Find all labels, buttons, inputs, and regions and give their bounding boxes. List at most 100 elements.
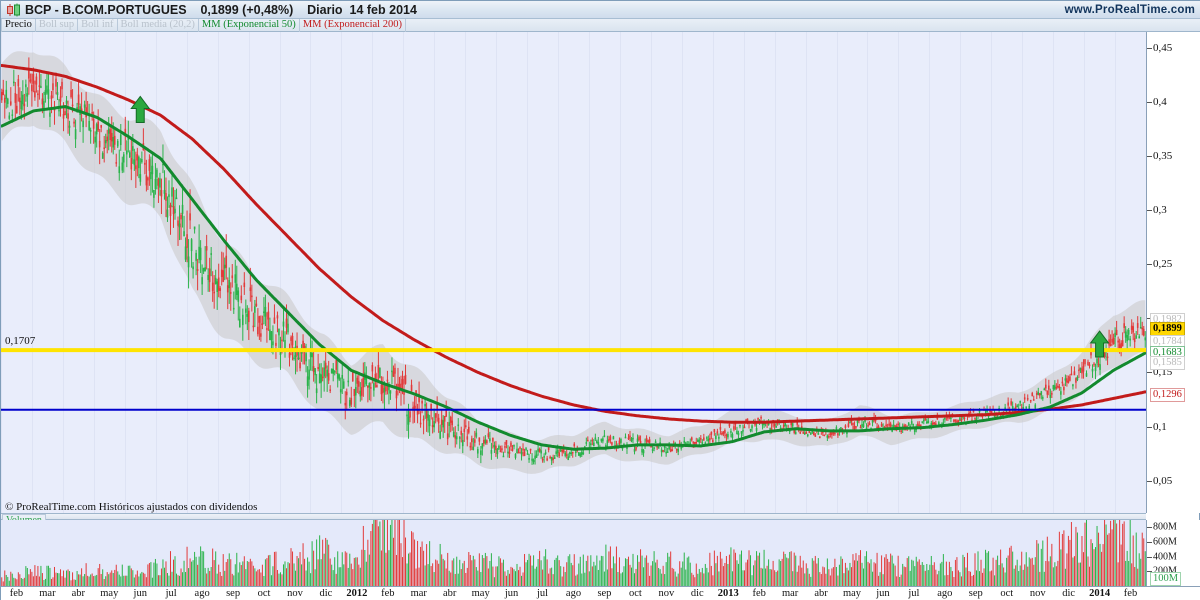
price-tick-mark [1147, 426, 1152, 428]
date-tick-label: jun [504, 588, 519, 599]
date-tick-label: jun [876, 588, 890, 599]
candlestick-icon [7, 3, 20, 17]
date-tick-label: may [471, 588, 490, 599]
date-tick-label: feb [1123, 588, 1138, 599]
badge-value: 0,1683 [1153, 346, 1182, 358]
date-tick-label: feb [752, 588, 766, 599]
date-tick-label: 2014 [1089, 588, 1111, 599]
price-tick-label: 0,1 [1153, 420, 1167, 433]
volume-tick-mark [1147, 542, 1152, 543]
yellow-line-price-label: 0,1707 [5, 335, 36, 348]
buy-arrow-right [1089, 330, 1110, 358]
date-tick-label: oct [628, 588, 642, 599]
date-tick-label: sep [226, 588, 241, 599]
date-tick-label: jul [908, 588, 920, 599]
date-tick-label: dic [319, 588, 333, 599]
window-title: BCP - B.COM.PORTUGUES 0,1899 (+0,48%) Di… [25, 3, 417, 17]
price-tick-label: 0,4 [1153, 96, 1167, 109]
buy-arrow-left [130, 95, 151, 123]
legend-item-2[interactable]: Boll inf [78, 19, 118, 32]
date-tick-label: ago [194, 588, 210, 599]
date-tick-label: ago [565, 588, 582, 599]
price-tick-mark [1147, 48, 1152, 50]
price-tick-label: 0,25 [1153, 258, 1173, 271]
legend-item-label: Boll inf [81, 19, 114, 30]
price-tick-mark [1147, 264, 1152, 266]
date-tick-label: ago [937, 588, 953, 599]
brand-website: www.ProRealTime.com [1064, 4, 1195, 16]
date-tick-label: abr [71, 588, 86, 599]
legend-item-0[interactable]: Precio [1, 19, 36, 32]
volume-tick-mark [1147, 527, 1152, 529]
date-tick-label: nov [658, 588, 675, 599]
date-tick-label: sep [968, 588, 983, 599]
last-price-badge[interactable]: 0,1899 [1150, 322, 1185, 337]
date-tick-label: abr [442, 588, 457, 599]
date-axis[interactable]: feb mar abr may jun jul ago sep oct nov dic 2012 feb… [1, 586, 1200, 600]
badge-value: 0,1784 [1153, 335, 1182, 347]
volume-axis[interactable]: 800M 600M 400M 200M100M [1146, 520, 1200, 586]
price-tick-label: 0,05 [1153, 474, 1173, 487]
date-tick-label: nov [287, 588, 303, 599]
date-tick-label: 2012 [346, 588, 368, 599]
volume-tick-mark [1147, 571, 1152, 573]
price-axis[interactable]: 0,450,40,350,30,250,20,150,10,050,19820,… [1146, 32, 1200, 513]
date-tick-label: mar [39, 588, 56, 599]
volume-tick-label: 200M [1153, 566, 1177, 577]
price-tick-mark [1147, 318, 1152, 320]
ema200-badge[interactable]: 0,1296 [1150, 387, 1185, 402]
date-tick-label: oct [257, 588, 271, 599]
boll-inf-badge[interactable]: 0,1585 [1150, 356, 1185, 371]
volume-chart-panel[interactable] [1, 520, 1146, 586]
date-tick-label: nov [1029, 588, 1046, 599]
date-tick-label: feb [9, 588, 24, 599]
volume-value-badge[interactable]: 100M [1150, 571, 1182, 586]
volume-panel-header [1, 513, 1146, 520]
price-tick-label: 0,35 [1153, 150, 1173, 163]
date-tick-label: jun [133, 588, 147, 599]
legend-item-5[interactable]: MM (Exponencial 200) [300, 19, 406, 32]
date-tick-label: dic [1062, 588, 1076, 599]
date-tick-label: jul [165, 588, 177, 599]
price-tick-mark [1147, 156, 1152, 158]
price-tick-mark [1147, 102, 1152, 104]
legend-item-4[interactable]: MM (Exponencial 50) [199, 19, 300, 32]
date-tick-label: oct [1000, 588, 1014, 599]
date-tick-label: feb [381, 588, 395, 599]
copyright-note: © ProRealTime.com Históricos ajustados c… [5, 501, 258, 513]
date-tick-label: sep [597, 588, 612, 599]
price-tick-mark [1147, 480, 1152, 482]
legend-item-label: Boll media (20,2) [120, 19, 195, 30]
badge-value: 0,1585 [1153, 357, 1182, 369]
volume-tick-label: 600M [1153, 536, 1177, 548]
badge-value: 0,1296 [1153, 388, 1182, 400]
volume-plot [1, 520, 1146, 586]
date-tick-label: may [842, 588, 862, 599]
badge-value: 0,1982 [1153, 314, 1182, 326]
legend-item-label: Boll sup [38, 19, 75, 30]
price-tick-mark [1147, 372, 1152, 374]
legend-item-label: MM (Exponencial 200) [302, 19, 402, 30]
badge-value: 0,1899 [1153, 323, 1182, 335]
legend-item-3[interactable]: Boll media (20,2) [118, 19, 199, 32]
indicator-legend-bar[interactable]: Precio Boll sup Boll inf Boll media (20,2) M… [1, 19, 1200, 32]
date-tick-label: mar [781, 588, 799, 599]
date-tick-label: mar [410, 588, 427, 599]
price-plot [1, 32, 1146, 513]
date-tick-label: may [100, 588, 119, 599]
date-tick-label: 2013 [717, 588, 739, 599]
price-tick-label: 0,45 [1153, 42, 1173, 55]
legend-item-label: MM (Exponencial 50) [201, 19, 296, 30]
badge-value: 100M [1153, 572, 1179, 584]
price-chart-panel[interactable] [1, 32, 1146, 513]
volume-tick-label: 800M [1153, 521, 1177, 533]
volume-tick-mark [1147, 556, 1152, 558]
legend-item-label: Precio [5, 19, 32, 30]
volume-tick-label: 400M [1153, 551, 1177, 563]
price-tick-label: 0,3 [1153, 204, 1167, 217]
date-tick-label: abr [814, 588, 828, 599]
date-tick-label: dic [690, 588, 704, 599]
legend-item-1[interactable]: Boll sup [36, 19, 79, 32]
price-tick-mark [1147, 210, 1152, 212]
